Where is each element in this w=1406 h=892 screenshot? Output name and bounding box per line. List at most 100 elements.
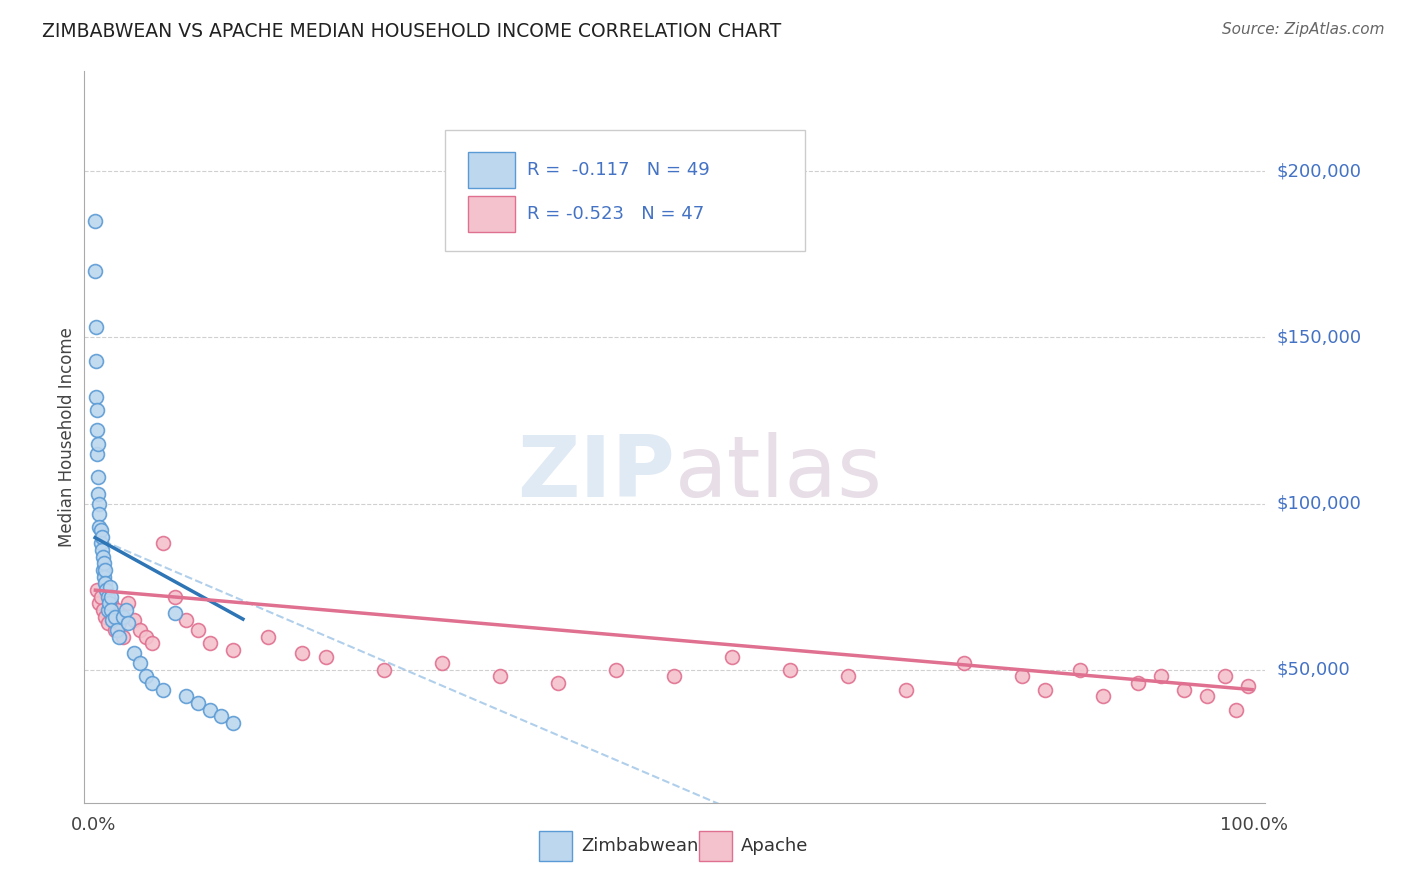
Point <box>93 570 115 584</box>
Point <box>87 436 110 450</box>
Point <box>1197 690 1219 704</box>
Point <box>91 549 114 564</box>
Point <box>100 603 122 617</box>
Point <box>373 663 395 677</box>
Point <box>97 590 120 604</box>
Point <box>117 596 139 610</box>
Point <box>84 390 107 404</box>
Bar <box>699 830 731 862</box>
Point <box>1091 690 1114 704</box>
Point <box>129 656 152 670</box>
Point <box>135 669 157 683</box>
Point <box>315 649 337 664</box>
Point <box>430 656 453 670</box>
Point <box>163 590 186 604</box>
Point <box>86 403 108 417</box>
Point <box>209 709 232 723</box>
Point <box>97 603 120 617</box>
Point <box>488 669 510 683</box>
Text: R =  -0.117   N = 49: R = -0.117 N = 49 <box>527 161 710 179</box>
Point <box>90 536 112 550</box>
Point <box>100 596 122 610</box>
Point <box>894 682 917 697</box>
Point <box>1150 669 1173 683</box>
Point <box>198 636 221 650</box>
Point <box>89 497 111 511</box>
Text: ZIMBABWEAN VS APACHE MEDIAN HOUSEHOLD INCOME CORRELATION CHART: ZIMBABWEAN VS APACHE MEDIAN HOUSEHOLD IN… <box>42 22 782 41</box>
Point <box>152 682 174 697</box>
Point <box>96 582 118 597</box>
Text: $100,000: $100,000 <box>1277 494 1361 513</box>
Point <box>91 563 114 577</box>
Text: R = -0.523   N = 47: R = -0.523 N = 47 <box>527 205 704 223</box>
Point <box>122 613 145 627</box>
Point <box>105 603 128 617</box>
Point <box>94 576 117 591</box>
Point <box>87 486 110 500</box>
Point <box>89 596 111 610</box>
Point <box>108 616 131 631</box>
Point <box>87 470 110 484</box>
Point <box>222 643 245 657</box>
Point <box>86 582 108 597</box>
Point <box>93 557 115 571</box>
Point <box>152 536 174 550</box>
Point <box>91 603 114 617</box>
Text: ZIP: ZIP <box>517 432 675 516</box>
Point <box>100 590 122 604</box>
Point <box>1069 663 1091 677</box>
Point <box>89 520 111 534</box>
Point <box>90 530 112 544</box>
Point <box>779 663 801 677</box>
Point <box>90 523 112 537</box>
Point <box>129 623 152 637</box>
Point <box>84 320 107 334</box>
Point <box>94 609 117 624</box>
Text: atlas: atlas <box>675 432 883 516</box>
Point <box>103 609 125 624</box>
Point <box>1213 669 1236 683</box>
Point <box>141 636 163 650</box>
Point <box>141 676 163 690</box>
Point <box>198 703 221 717</box>
Point <box>86 447 108 461</box>
FancyBboxPatch shape <box>468 152 516 188</box>
Point <box>83 214 105 228</box>
Point <box>291 646 314 660</box>
FancyBboxPatch shape <box>444 130 804 251</box>
Point <box>163 607 186 621</box>
Text: Source: ZipAtlas.com: Source: ZipAtlas.com <box>1222 22 1385 37</box>
Point <box>837 669 859 683</box>
Point <box>111 630 134 644</box>
Point <box>1225 703 1247 717</box>
Point <box>256 630 278 644</box>
Point <box>86 424 108 438</box>
Point <box>84 353 107 368</box>
Point <box>222 716 245 731</box>
Text: Zimbabweans: Zimbabweans <box>582 837 709 855</box>
Point <box>122 646 145 660</box>
Point <box>97 596 120 610</box>
Point <box>108 630 131 644</box>
Point <box>662 669 685 683</box>
Point <box>1011 669 1033 683</box>
Point <box>135 630 157 644</box>
Point <box>187 623 209 637</box>
Point <box>176 690 198 704</box>
Point <box>720 649 742 664</box>
Point <box>547 676 569 690</box>
Point <box>605 663 627 677</box>
Point <box>94 563 117 577</box>
Point <box>105 623 128 637</box>
Point <box>97 616 120 631</box>
Point <box>187 696 209 710</box>
Point <box>1126 676 1149 690</box>
Bar <box>538 830 572 862</box>
Point <box>90 543 112 558</box>
Point <box>111 609 134 624</box>
Point <box>103 623 125 637</box>
Point <box>83 264 105 278</box>
FancyBboxPatch shape <box>468 195 516 232</box>
Point <box>1033 682 1056 697</box>
Point <box>176 613 198 627</box>
